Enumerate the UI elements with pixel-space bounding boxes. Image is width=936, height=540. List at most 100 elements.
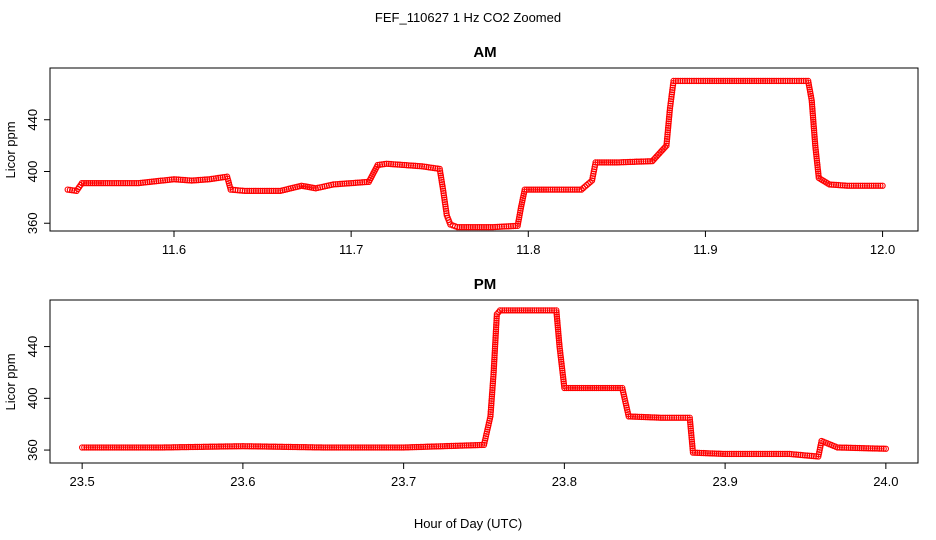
am-data-point [64, 186, 71, 193]
am-data-point [111, 179, 118, 187]
am-data-point [813, 157, 821, 164]
pm-data-point [157, 444, 164, 451]
pm-data-point [491, 345, 499, 352]
am-data-point [423, 163, 430, 171]
pm-data-point [696, 449, 703, 457]
pm-data-point [493, 319, 500, 326]
am-data-point [744, 77, 751, 85]
am-data-point [640, 158, 647, 165]
pm-data-point [111, 444, 118, 451]
am-data-point [532, 186, 539, 193]
am-data-point [201, 176, 209, 183]
am-data-point [272, 187, 280, 195]
pm-data-point [775, 450, 782, 458]
pm-data-point [646, 414, 654, 421]
am-data-point [485, 223, 492, 231]
pm-data-point [465, 442, 472, 449]
pm-data-point [724, 450, 731, 458]
pm-x-tick-label: 23.9 [712, 474, 737, 489]
am-data-point [432, 165, 439, 172]
pm-data-point [107, 444, 114, 451]
am-data-point [157, 177, 164, 184]
pm-data-point [556, 341, 563, 348]
am-data-point [857, 182, 864, 189]
pm-data-point [560, 376, 567, 383]
am-data-point [144, 179, 151, 186]
am-data-point [354, 179, 361, 186]
am-data-point [664, 129, 671, 136]
pm-data-point [488, 400, 495, 407]
pm-data-point [770, 450, 778, 458]
pm-data-point [491, 347, 498, 355]
am-data-point [809, 107, 816, 115]
pm-data-point [636, 413, 643, 421]
pm-data-point [365, 444, 373, 451]
am-data-point [104, 179, 111, 187]
am-data-point [578, 186, 585, 193]
am-data-point [742, 77, 749, 85]
am-data-point [392, 161, 399, 168]
am-data-point [798, 77, 805, 85]
pm-data-point [496, 307, 504, 314]
am-data-point [137, 179, 144, 187]
pm-data-point [869, 445, 876, 452]
pm-data-point [505, 307, 512, 314]
am-data-point [688, 77, 695, 85]
pm-data-point [790, 451, 798, 458]
am-data-point [418, 163, 426, 170]
pm-data-point [406, 444, 414, 451]
pm-data-point [252, 443, 260, 450]
am-panel: AM 11.6 11.7 11.8 11.9 12.0 360 400 440 Licor … [3, 44, 919, 257]
pm-data-point [612, 384, 619, 392]
am-data-point [401, 161, 408, 169]
am-data-point [545, 186, 552, 193]
pm-data-point [133, 444, 140, 451]
am-data-point [750, 77, 758, 85]
am-data-point [523, 186, 531, 193]
pm-data-point [492, 330, 499, 337]
pm-data-point [640, 413, 647, 421]
pm-data-point [593, 384, 600, 392]
pm-data-point [165, 444, 173, 451]
pm-data-point [109, 444, 116, 451]
am-data-point [261, 187, 268, 195]
am-data-point [670, 77, 677, 85]
am-data-point [204, 176, 211, 183]
am-data-point [274, 187, 282, 195]
pm-data-point [81, 444, 88, 451]
pm-data-point [155, 444, 162, 451]
pm-data-point [367, 444, 375, 451]
am-data-point [695, 77, 702, 85]
am-data-point [192, 177, 200, 184]
pm-data-point [257, 443, 264, 450]
pm-data-point [372, 444, 379, 451]
pm-data-point [357, 444, 364, 451]
am-data-point [117, 179, 125, 187]
am-data-point [786, 77, 794, 85]
pm-data-point [489, 389, 496, 396]
pm-data-point [128, 444, 136, 451]
am-data-point [250, 187, 257, 195]
pm-data-point [666, 414, 673, 421]
pm-y-tick-label: 400 [25, 387, 40, 409]
pm-data-point [207, 443, 214, 450]
pm-data-point [439, 443, 446, 450]
pm-data-point [516, 307, 523, 314]
pm-data-point [389, 444, 396, 451]
pm-data-point [456, 442, 464, 449]
am-data-point [146, 178, 153, 186]
pm-data-point [691, 449, 699, 456]
am-data-point [567, 186, 574, 193]
pm-data-point [337, 444, 344, 451]
am-data-point [664, 127, 672, 134]
pm-data-point [248, 443, 255, 450]
am-data-point [665, 122, 672, 129]
pm-data-point [553, 313, 561, 320]
pm-data-point [215, 443, 223, 450]
pm-data-point [191, 443, 199, 451]
am-data-point [810, 127, 818, 134]
pm-data-point [668, 414, 676, 421]
am-data-point [665, 118, 672, 125]
am-panel-title: AM [473, 44, 496, 61]
